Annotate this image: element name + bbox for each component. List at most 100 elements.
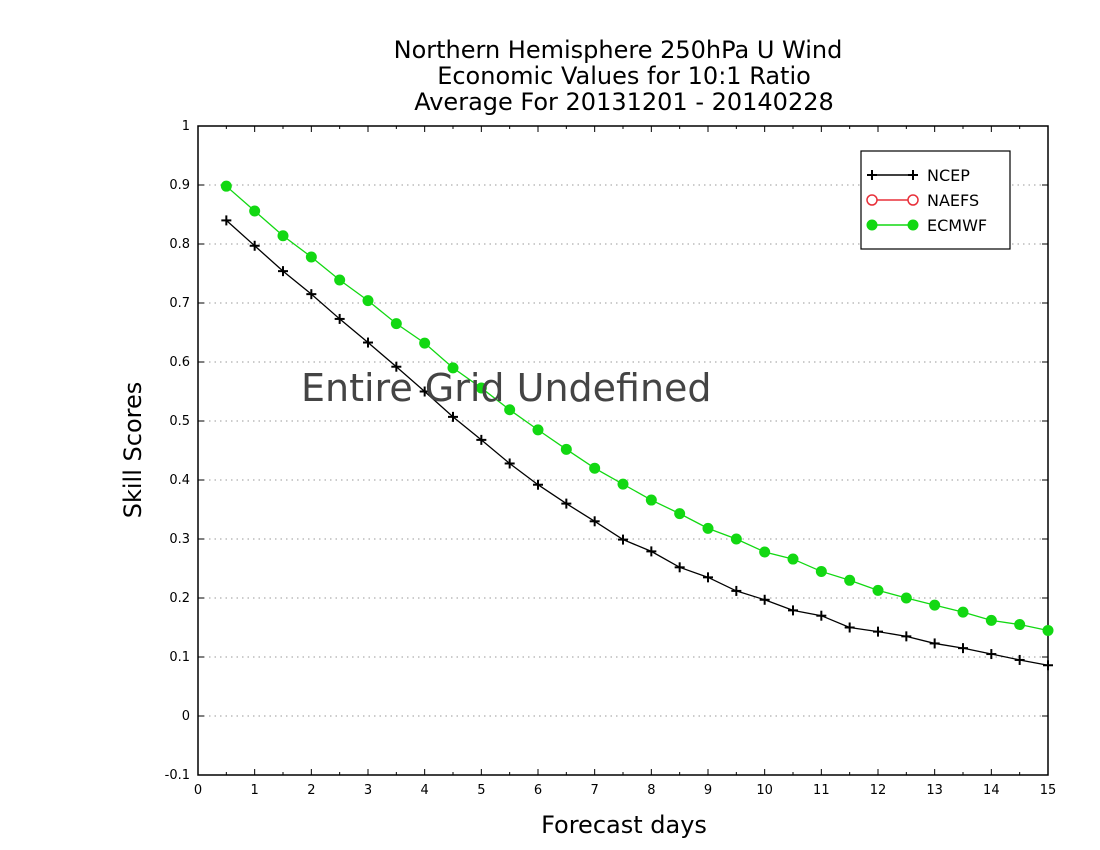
legend-marker — [866, 194, 878, 206]
x-tick-label: 11 — [813, 783, 830, 798]
ncep-point — [391, 361, 402, 372]
ecmwf-point — [419, 337, 431, 349]
legend-label: ECMWF — [927, 216, 987, 235]
legend-marker — [907, 194, 919, 206]
ncep-point — [278, 266, 288, 277]
legend-item-ncep: NCEP — [867, 166, 970, 185]
ecmwf-point — [900, 592, 912, 604]
series-layer — [220, 180, 1054, 671]
x-tick-label: 4 — [421, 783, 429, 798]
ncep-point — [759, 594, 770, 605]
ecmwf-point — [929, 599, 941, 611]
x-tick-label: 6 — [534, 783, 542, 798]
ecmwf-point — [334, 274, 346, 286]
grid-lines — [198, 184, 1048, 717]
ncep-point — [306, 289, 317, 300]
ecmwf-point — [277, 230, 289, 242]
ecmwf-point — [759, 546, 771, 558]
y-tick-label: 0.1 — [169, 650, 190, 665]
y-tick-label: -0.1 — [165, 768, 190, 783]
ncep-point — [504, 458, 515, 469]
y-tick-label: 0.6 — [169, 355, 190, 370]
y-tick-label: 0.2 — [169, 591, 190, 606]
ncep-point — [249, 240, 260, 251]
ncep-point — [448, 411, 458, 422]
ecmwf-point — [532, 424, 544, 436]
ecmwf-point — [844, 574, 856, 586]
legend-marker — [866, 219, 878, 231]
ecmwf-point — [730, 533, 742, 545]
x-tick-label: 5 — [477, 783, 485, 798]
y-tick-label: 0.7 — [169, 296, 190, 311]
ncep-point — [334, 313, 345, 324]
legend: NCEP NAEFS ECMWF — [860, 150, 1011, 250]
legend-item-ecmwf: ECMWF — [866, 216, 987, 235]
ecmwf-point — [702, 522, 714, 534]
ncep-point — [221, 215, 232, 226]
x-tick-label: 2 — [307, 783, 315, 798]
ecmwf-point — [475, 382, 487, 394]
y-axis: -0.1 0 0.1 0.2 0.3 0.4 0.5 0.6 0.7 0.8 0.9 1 — [165, 119, 1048, 783]
ecmwf-point — [589, 462, 601, 474]
ncep-line — [225, 219, 1049, 666]
ecmwf-point — [957, 606, 969, 618]
ncep-point — [844, 622, 855, 633]
ecmwf-point — [220, 180, 232, 192]
ncep-point — [816, 610, 827, 621]
x-tick-label: 0 — [194, 783, 202, 798]
y-tick-label: 1 — [182, 119, 190, 134]
ncep-point — [1043, 660, 1053, 671]
ecmwf-point — [560, 443, 572, 455]
ncep-point — [873, 626, 883, 637]
y-tick-label: 0.4 — [169, 473, 190, 488]
x-tick-label: 12 — [870, 783, 887, 798]
ecmwf-point — [390, 318, 402, 330]
chart-title-line-1: Northern Hemisphere 250hPa U Wind — [394, 36, 843, 64]
ecmwf-point — [985, 614, 997, 626]
ecmwf-point — [617, 478, 629, 490]
y-tick-label: 0.3 — [169, 532, 190, 547]
ecmwf-point — [249, 205, 261, 217]
ecmwf-point — [305, 251, 317, 263]
y-tick-label: 0.8 — [169, 237, 190, 252]
x-tick-label: 7 — [591, 783, 599, 798]
ncep-point — [674, 562, 685, 573]
ncep-point — [363, 337, 373, 348]
x-tick-label: 3 — [364, 783, 372, 798]
ncep-point — [731, 585, 742, 596]
y-tick-label: 0 — [182, 709, 190, 724]
series-ecmwf — [220, 180, 1054, 636]
chart-title-line-2: Economic Values for 10:1 Ratio — [437, 62, 811, 90]
ecmwf-point — [787, 553, 799, 565]
x-tick-label: 9 — [704, 783, 712, 798]
legend-item-naefs: NAEFS — [866, 191, 979, 210]
ncep-point — [419, 386, 430, 397]
ncep-point — [703, 572, 713, 583]
x-tick-label: 10 — [756, 783, 773, 798]
legend-label: NCEP — [927, 166, 970, 185]
series-ncep — [221, 215, 1053, 671]
x-tick-label: 1 — [251, 783, 259, 798]
ecmwf-point — [504, 404, 516, 416]
y-axis-title: Skill Scores — [119, 382, 147, 519]
legend-marker — [907, 219, 919, 231]
x-tick-label: 13 — [926, 783, 943, 798]
ncep-point — [618, 534, 628, 545]
ncep-point — [561, 498, 572, 509]
ecmwf-point — [1042, 624, 1054, 636]
chart-title: Northern Hemisphere 250hPa U Wind Econom… — [394, 36, 843, 116]
ecmwf-point — [815, 565, 827, 577]
ncep-point — [929, 638, 940, 649]
ecmwf-point — [645, 494, 657, 506]
chart-title-line-3: Average For 20131201 - 20140228 — [414, 88, 834, 116]
annotation-text: Entire Grid Undefined — [301, 366, 712, 410]
ncep-point — [986, 649, 997, 660]
ecmwf-point — [872, 584, 884, 596]
y-tick-label: 0.9 — [169, 178, 190, 193]
ecmwf-point — [674, 508, 686, 520]
x-axis: 0 1 2 3 4 5 6 7 8 9 10 11 12 13 14 15 — [194, 126, 1056, 798]
ncep-point — [1014, 654, 1025, 665]
y-tick-label: 0.5 — [169, 414, 190, 429]
x-tick-label: 15 — [1040, 783, 1057, 798]
